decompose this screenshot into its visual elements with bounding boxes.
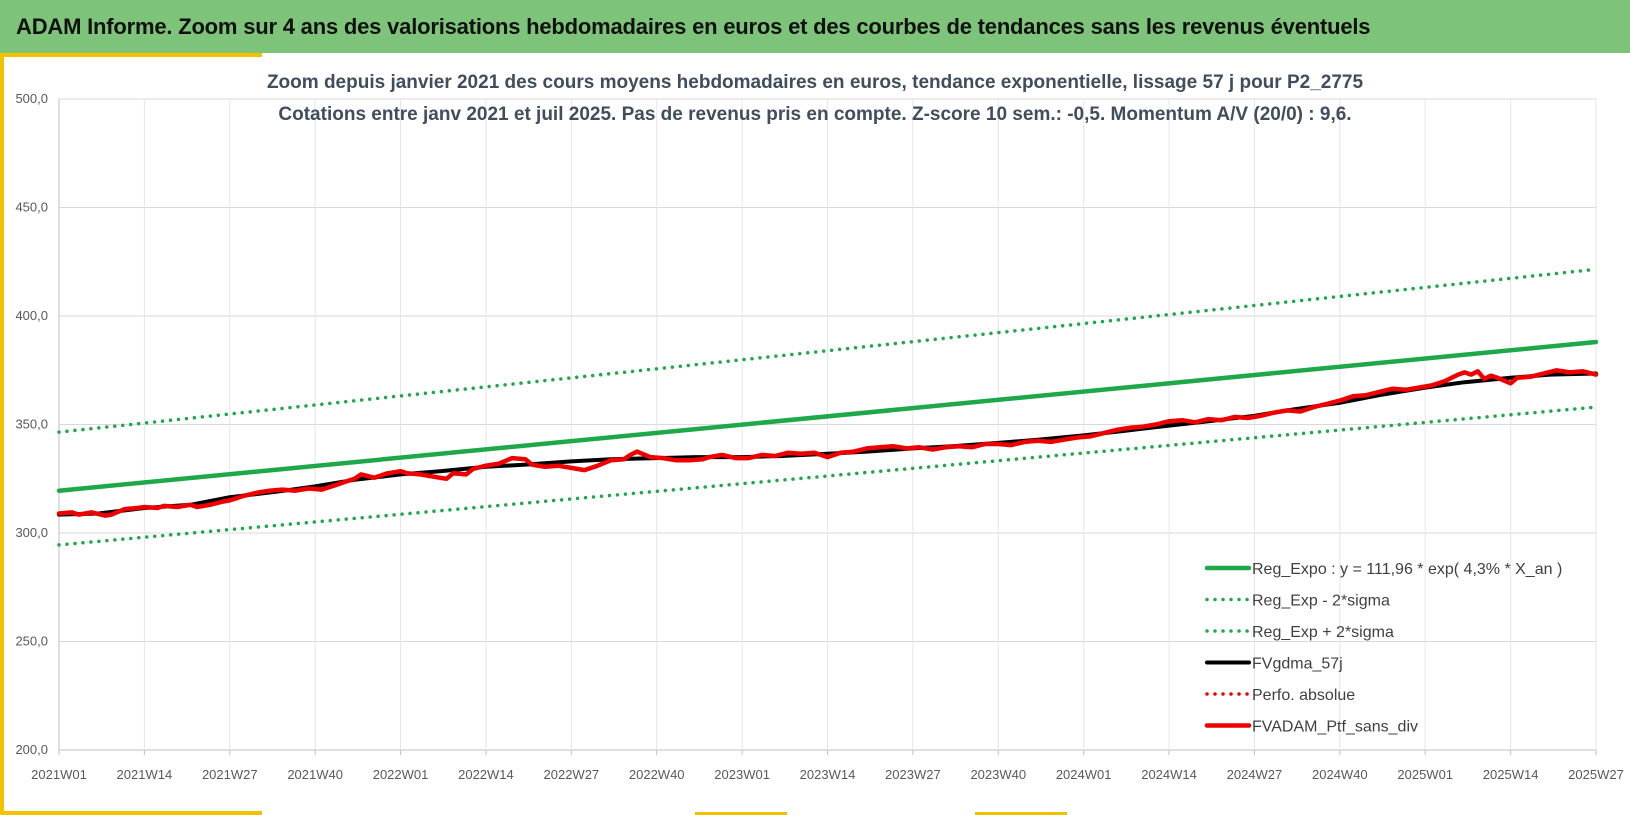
series-line-1 [57,405,1598,547]
y-tick-label: 500,0 [15,91,48,106]
x-tick-label: 2021W40 [287,767,343,782]
x-tick-label: 2024W27 [1227,767,1283,782]
x-tick-label: 2022W40 [629,767,685,782]
header-bar: ADAM Informe. Zoom sur 4 ans des valoris… [0,0,1630,53]
x-tick-label: 2021W27 [202,767,258,782]
series-line-5 [56,368,1599,518]
legend-label: Reg_Exp + 2*sigma [1252,624,1394,641]
x-tick-label: 2023W14 [800,767,856,782]
y-tick-label: 300,0 [15,525,48,540]
x-tick-label: 2022W01 [373,767,429,782]
series-line-2 [57,267,1598,434]
accent-strip [975,812,1067,815]
legend-label: FVgdma_57j [1252,656,1343,673]
y-tick-label: 450,0 [15,200,48,215]
chart-series [56,267,1599,547]
x-tick-label: 2023W27 [885,767,941,782]
y-tick-label: 350,0 [15,417,48,432]
accent-strip [695,812,787,815]
x-axis: 2021W01 2021W14 2021W27 2021W40 2022W01 2022W… [31,767,1624,782]
page-title: ADAM Informe. Zoom sur 4 ans des valoris… [16,13,1371,39]
x-tick-label: 2024W01 [1056,767,1112,782]
series-line-0 [56,339,1599,493]
legend-label: Reg_Expo : y = 111,96 * exp( 4,3% * X_an… [1252,561,1562,578]
x-tick-label: 2025W14 [1483,767,1539,782]
x-tick-label: 2025W01 [1397,767,1453,782]
x-tick-label: 2025W27 [1568,767,1624,782]
x-tick-label: 2023W01 [714,767,770,782]
accent-strip [0,53,262,57]
chart-grid [58,98,1597,755]
chart-legend: Reg_Expo : y = 111,96 * exp( 4,3% * X_an… [1204,561,1562,736]
x-tick-label: 2021W01 [31,767,87,782]
y-tick-label: 250,0 [15,634,48,649]
y-axis: 200,0 250,0 300,0 350,0 400,0 450,0 500,0 [15,91,48,757]
legend-label: Reg_Exp - 2*sigma [1252,593,1390,610]
x-tick-label: 2021W14 [117,767,173,782]
x-tick-label: 2022W14 [458,767,514,782]
legend-label: Perfo. absolue [1252,687,1355,704]
x-tick-label: 2022W27 [544,767,600,782]
accent-strip [0,53,4,815]
x-tick-label: 2023W40 [970,767,1026,782]
accent-strip [0,811,262,815]
x-tick-label: 2024W40 [1312,767,1368,782]
chart-subtitle: Cotations entre janv 2021 et juil 2025. … [278,104,1352,125]
x-tick-label: 2024W14 [1141,767,1197,782]
legend-label: FVADAM_Ptf_sans_div [1252,719,1418,736]
y-tick-label: 200,0 [15,742,48,757]
chart-title: Zoom depuis janvier 2021 des cours moyen… [266,72,1364,93]
y-tick-label: 400,0 [15,308,48,323]
